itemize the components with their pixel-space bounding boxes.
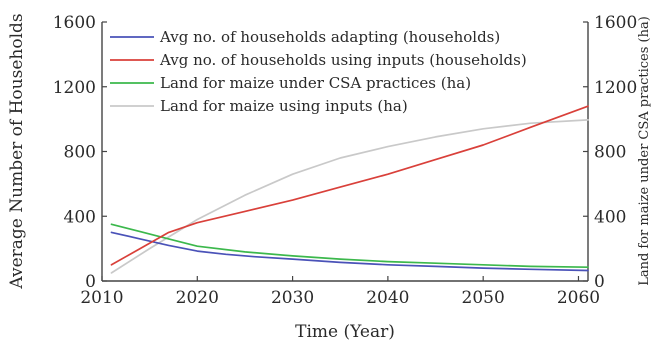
series-line-4 bbox=[110, 119, 589, 274]
y-right-tick-label: 0 bbox=[594, 272, 605, 292]
legend-label-1: Avg no. of households adapting (househol… bbox=[159, 28, 500, 46]
legend-label-4: Land for maize using inputs (ha) bbox=[160, 97, 408, 115]
x-tick-label: 2010 bbox=[80, 288, 123, 308]
x-axis-label: Time (Year) bbox=[295, 322, 395, 342]
x-tick-label: 2050 bbox=[462, 288, 505, 308]
x-tick-label: 2060 bbox=[557, 288, 600, 308]
y-left-tick-label: 1200 bbox=[53, 78, 96, 98]
series-lines bbox=[110, 105, 589, 274]
y-right-tick-label: 400 bbox=[594, 207, 626, 227]
x-tick-label: 2030 bbox=[271, 288, 314, 308]
y-left-tick-label: 1600 bbox=[53, 13, 96, 33]
y-axis-left-label: Average Number of Households bbox=[7, 13, 27, 289]
x-tick-label: 2020 bbox=[176, 288, 219, 308]
y-right-tick-label: 1600 bbox=[594, 13, 637, 33]
series-line-3 bbox=[110, 223, 589, 269]
y-right-tick-label: 800 bbox=[594, 143, 626, 163]
legend: Avg no. of households adapting (househol… bbox=[110, 28, 527, 115]
legend-label-3: Land for maize under CSA practices (ha) bbox=[160, 74, 471, 92]
y-axis-right-label: Land for maize under CSA practices (ha) bbox=[637, 16, 652, 286]
y-left-tick-label: 400 bbox=[64, 207, 96, 227]
series-line-1 bbox=[110, 231, 589, 272]
legend-label-2: Avg no. of households using inputs (hous… bbox=[159, 51, 527, 69]
series-line-2 bbox=[110, 105, 589, 266]
y-left-tick-label: 800 bbox=[64, 143, 96, 163]
ticks: 2010 2020 2030 2040 2050 20600400800120016000… bbox=[53, 13, 638, 308]
y-left-tick-label: 0 bbox=[85, 272, 96, 292]
y-right-tick-label: 1200 bbox=[594, 78, 637, 98]
x-tick-label: 2040 bbox=[366, 288, 409, 308]
